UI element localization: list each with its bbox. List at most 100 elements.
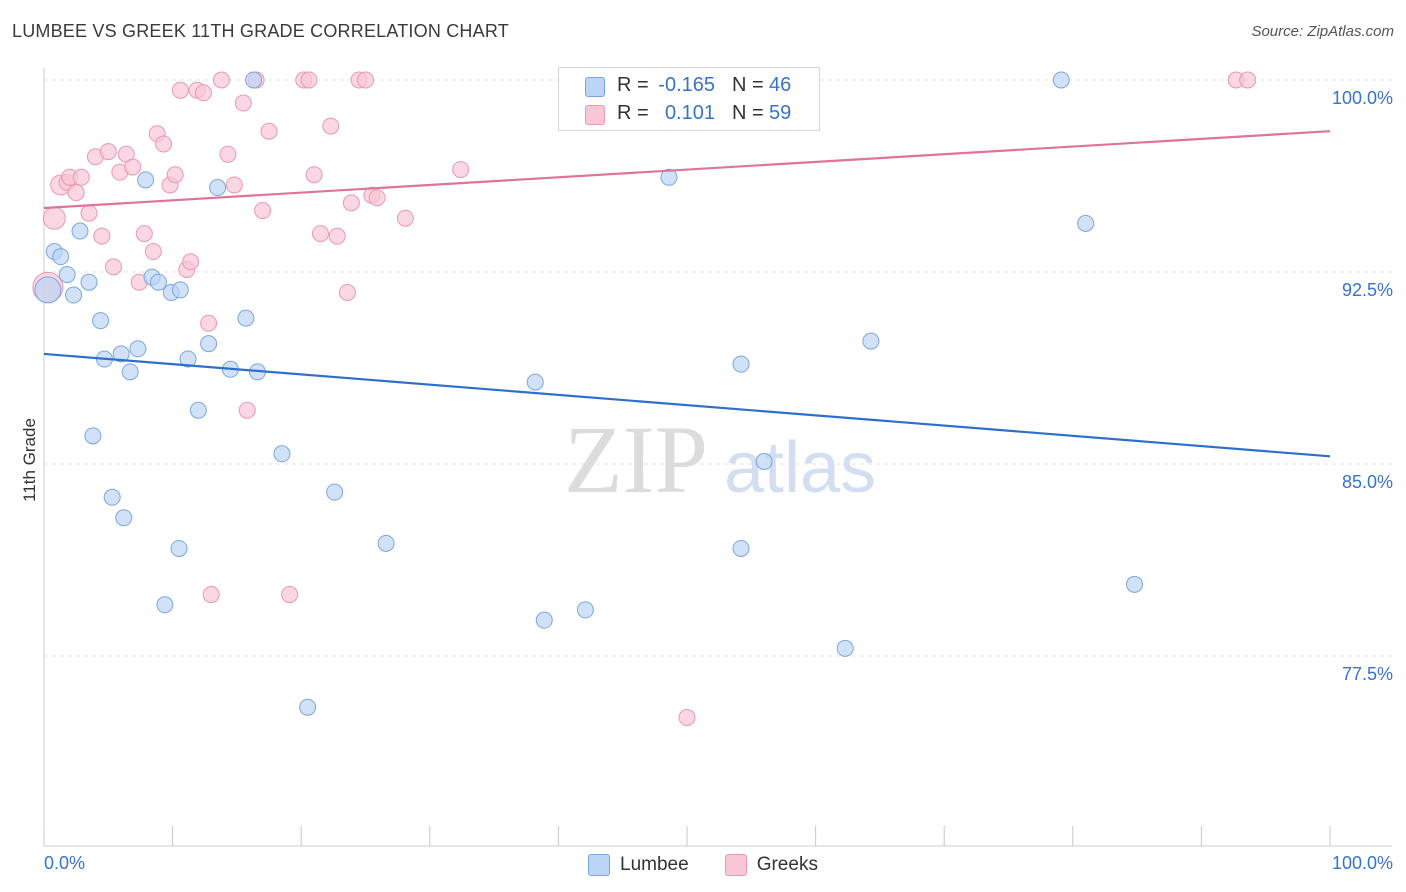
- lumbee-point: [576, 601, 594, 619]
- lumbee-point: [84, 427, 102, 445]
- lumbee-point: [245, 71, 263, 89]
- lumbee-point: [112, 345, 130, 363]
- lumbee-point: [732, 355, 750, 373]
- lumbee-point: [80, 273, 98, 291]
- greeks-points: [32, 71, 1257, 726]
- greeks-point: [338, 283, 356, 301]
- greeks-point: [281, 586, 299, 604]
- greeks-point: [99, 143, 117, 161]
- n-label: N =: [732, 102, 764, 124]
- greeks-point: [212, 71, 230, 89]
- greeks-point: [357, 71, 374, 89]
- greeks-point: [80, 204, 98, 222]
- y-tick-label: 85.0%: [1342, 472, 1393, 492]
- lumbee-point: [755, 452, 773, 470]
- greeks-point: [200, 314, 218, 332]
- lumbee-point: [179, 350, 197, 368]
- greeks-swatch: [724, 854, 747, 876]
- greeks-point: [254, 202, 272, 220]
- lumbee-point: [660, 168, 678, 186]
- lumbee-point: [121, 363, 139, 381]
- greeks-point: [1239, 71, 1257, 89]
- greeks-point: [305, 166, 323, 184]
- legend-label-lumbee: Lumbee: [620, 854, 689, 875]
- x-tick-label-max: 100.0%: [1332, 853, 1393, 873]
- greeks-trend-line: [43, 130, 1331, 210]
- lumbee-point: [862, 332, 880, 350]
- lumbee-point: [732, 539, 750, 557]
- legend-item-lumbee[interactable]: Lumbee: [588, 851, 689, 879]
- lumbee-point: [156, 596, 174, 614]
- grid-lines: [44, 79, 1392, 657]
- lumbee-point: [34, 276, 62, 304]
- lumbee-point: [1077, 214, 1095, 232]
- greeks-point: [234, 94, 252, 112]
- lumbee-point: [189, 401, 207, 419]
- greeks-point: [171, 81, 189, 99]
- greeks-point: [311, 225, 329, 243]
- stats-row-greeks: R = 0.101 N = 59: [559, 100, 819, 128]
- watermark-atlas: atlas: [724, 428, 876, 508]
- greeks-point: [67, 184, 85, 202]
- lumbee-point: [129, 340, 147, 358]
- lumbee-point: [1126, 575, 1144, 593]
- lumbee-point: [535, 611, 553, 629]
- greeks-point: [396, 209, 414, 227]
- greeks-point: [322, 117, 340, 135]
- lumbee-point: [1052, 71, 1070, 89]
- greeks-point: [225, 176, 243, 194]
- lumbee-point: [92, 312, 110, 330]
- y-tick-label: 77.5%: [1342, 664, 1393, 684]
- greeks-swatch: [585, 105, 605, 125]
- lumbee-point: [58, 266, 76, 284]
- y-tick-labels: 100.0% 92.5% 85.0% 77.5%: [1332, 88, 1393, 684]
- lumbee-point: [137, 171, 155, 189]
- lumbee-points: [34, 71, 1144, 716]
- watermark: ZIP atlas: [564, 406, 876, 513]
- greeks-point: [144, 243, 162, 261]
- n-value: 46: [769, 74, 792, 96]
- greeks-point: [194, 84, 212, 102]
- series-legend: Lumbee Greeks: [0, 851, 1406, 879]
- lumbee-point: [299, 698, 317, 716]
- legend-label-greeks: Greeks: [756, 854, 818, 875]
- watermark-zip: ZIP: [564, 406, 708, 513]
- legend-item-greeks[interactable]: Greeks: [724, 851, 818, 879]
- y-tick-label: 92.5%: [1342, 280, 1393, 300]
- lumbee-point: [836, 639, 854, 657]
- greeks-point: [135, 225, 153, 243]
- r-value: 0.101: [664, 102, 715, 124]
- greeks-point: [300, 71, 318, 89]
- lumbee-swatch: [588, 854, 611, 876]
- greeks-point: [124, 158, 142, 176]
- r-label: R =: [617, 102, 649, 124]
- greeks-point: [42, 206, 66, 230]
- lumbee-point: [526, 373, 544, 391]
- n-label: N =: [732, 74, 764, 96]
- greeks-point: [368, 189, 386, 207]
- axes: [43, 68, 1392, 847]
- source-credit: Source: ZipAtlas.com: [1251, 23, 1394, 40]
- stats-legend: R = -0.165 N = 46 R = 0.101 N = 59: [558, 67, 820, 131]
- greeks-point: [260, 122, 278, 140]
- greeks-point: [182, 253, 200, 271]
- lumbee-point: [115, 509, 133, 527]
- greeks-point: [342, 194, 360, 212]
- greeks-point: [202, 586, 220, 604]
- x-tick-labels: 0.0% 100.0%: [44, 853, 1393, 873]
- r-label: R =: [617, 74, 649, 96]
- stats-row-lumbee: R = -0.165 N = 46: [559, 72, 819, 100]
- lumbee-point: [71, 222, 89, 240]
- lumbee-point: [200, 335, 218, 353]
- lumbee-swatch: [585, 77, 605, 97]
- lumbee-point: [149, 273, 167, 291]
- lumbee-point: [171, 281, 189, 299]
- y-tick-label: 100.0%: [1332, 88, 1393, 108]
- greeks-point: [72, 168, 90, 186]
- n-value: 59: [769, 102, 792, 124]
- greeks-point: [452, 161, 470, 179]
- chart-title: LUMBEE VS GREEK 11TH GRADE CORRELATION C…: [12, 21, 509, 41]
- greeks-point: [678, 708, 696, 726]
- trend-lines: [43, 130, 1331, 458]
